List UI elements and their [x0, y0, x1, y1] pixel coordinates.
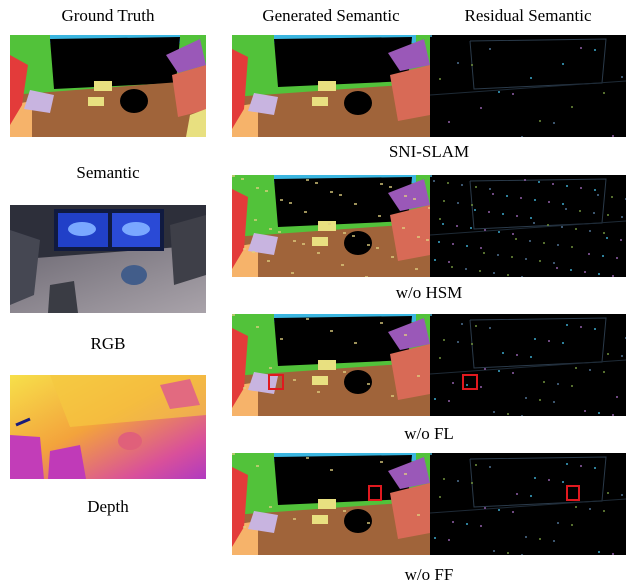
header-generated-semantic: Generated Semantic [262, 6, 400, 25]
residual-semantic-wo-ff [430, 453, 626, 555]
label-semantic: Semantic [76, 163, 140, 182]
generated-semantic-sni-slam [232, 35, 430, 137]
highlight-box-gen-wo-ff [368, 485, 382, 501]
header-residual-semantic: Residual Semantic [464, 6, 592, 25]
residual-semantic-sni-slam [430, 35, 626, 137]
ground-truth-semantic-image [10, 35, 206, 137]
caption-sni-slam: SNI-SLAM [388, 142, 470, 161]
label-depth: Depth [87, 497, 129, 516]
depth-image [10, 375, 206, 479]
caption-wo-ff: w/o FF [404, 565, 454, 584]
rgb-image [10, 205, 206, 313]
residual-semantic-wo-hsm [430, 175, 626, 277]
generated-semantic-wo-fl [232, 314, 430, 416]
highlight-box-res-wo-fl [462, 374, 478, 390]
residual-semantic-wo-fl [430, 314, 626, 416]
caption-wo-hsm: w/o HSM [395, 283, 463, 302]
highlight-box-res-wo-ff [566, 485, 580, 501]
generated-semantic-wo-hsm [232, 175, 430, 277]
highlight-box-gen-wo-fl [268, 374, 284, 390]
header-ground-truth: Ground Truth [61, 6, 155, 25]
generated-semantic-wo-ff [232, 453, 430, 555]
caption-wo-fl: w/o FL [404, 424, 454, 443]
label-rgb: RGB [90, 334, 126, 353]
